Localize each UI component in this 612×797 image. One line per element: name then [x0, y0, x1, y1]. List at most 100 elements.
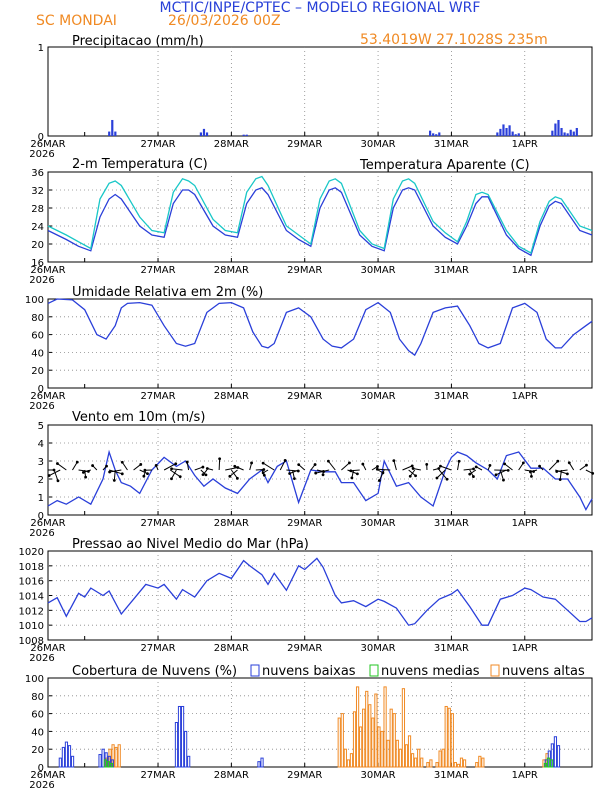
wind-y-label: 4	[38, 439, 44, 450]
temp-y-label: 36	[31, 168, 44, 179]
mid-clouds-legend: nuvens medias	[381, 664, 480, 679]
wind-arrow-head	[502, 479, 505, 482]
wind-x-label: 29MAR	[287, 518, 322, 529]
precip-x-label: 28MAR	[214, 139, 249, 150]
wind-arrow-head	[436, 477, 439, 480]
temp-year-label: 2026	[29, 275, 54, 286]
wind-arrow-head	[327, 460, 330, 463]
precip-bar	[114, 132, 116, 136]
temp-x-label: 29MAR	[287, 265, 322, 276]
mslp-y-label: 1010	[19, 621, 44, 632]
wind-y-label: 5	[38, 421, 44, 432]
precip-bar	[496, 132, 498, 136]
temp-x-label: 27MAR	[140, 265, 175, 276]
rh-y-label: 20	[31, 366, 44, 377]
precip-bar	[432, 133, 434, 136]
precip-bar	[518, 133, 520, 136]
wind-arrow-head	[314, 463, 317, 466]
wind-arrow-head	[144, 469, 147, 472]
precip-bar	[576, 128, 578, 136]
wind-arrow-head	[218, 457, 221, 460]
wind-arrow-head	[414, 474, 417, 477]
precip-y-label: 1	[38, 43, 44, 54]
wind-arrow-head	[105, 465, 108, 468]
wind-arrow-head	[262, 462, 265, 465]
wind-arrow-head	[186, 461, 189, 464]
precip-bar	[554, 124, 556, 136]
clouds-y-label: 80	[31, 692, 44, 703]
precip-bar	[438, 132, 440, 136]
wind-arrow-head	[108, 471, 111, 474]
cloud-cover-title: Cobertura de Nuvens (%)	[72, 664, 237, 679]
precip-x-label: 31MAR	[434, 139, 469, 150]
pressure-title: Pressao ao Nivel Medio do Mar (hPa)	[72, 537, 309, 552]
wind-arrow-head	[472, 475, 475, 478]
wind-arrow-head	[293, 477, 296, 480]
rh-y-label: 60	[31, 331, 44, 342]
mslp-y-label: 1018	[19, 562, 44, 573]
wind-y-label: 0	[38, 511, 44, 522]
precip-bar	[551, 131, 553, 136]
wind-arrow-head	[350, 476, 353, 479]
clouds-x-label: 28MAR	[214, 770, 249, 781]
wind-arrow-head	[76, 461, 79, 464]
mslp-year-label: 2026	[29, 653, 54, 664]
temp-y-label: 20	[31, 240, 44, 251]
clouds-y-label: 60	[31, 710, 44, 721]
mslp-y-label: 1012	[19, 606, 44, 617]
wind-arrow-head	[356, 472, 359, 475]
wind-arrow-head	[236, 477, 239, 480]
precip-bar	[429, 131, 431, 136]
precip-bar	[563, 132, 565, 136]
wind-arrow-head	[57, 479, 60, 482]
wind-arrow-head	[202, 466, 205, 469]
temp-y-label: 28	[31, 204, 44, 215]
wind-arrow-head	[288, 472, 291, 475]
precip-x-label: 30MAR	[360, 139, 395, 150]
precip-bar	[567, 133, 569, 136]
wind-arrow-head	[522, 462, 525, 465]
wind-arrow-head	[378, 479, 381, 482]
low-clouds-legend: nuvens baixas	[262, 664, 356, 679]
wind-arrow-head	[411, 464, 414, 467]
precip-bar	[108, 132, 110, 136]
wind-arrow-head	[446, 478, 449, 481]
clouds-x-label: 27MAR	[140, 770, 175, 781]
mslp-y-label: 1020	[19, 547, 44, 558]
clouds-y-label: 100	[25, 674, 44, 685]
wind-arrow-head	[314, 472, 317, 475]
wind-x-label: 1APR	[512, 518, 538, 529]
rh-x-label: 27MAR	[140, 391, 175, 402]
wind-x-label: 27MAR	[140, 518, 175, 529]
precip-bar	[206, 132, 208, 136]
wind-x-label: 31MAR	[434, 518, 469, 529]
wind-y-label: 1	[38, 493, 44, 504]
wind-arrow-head	[139, 463, 142, 466]
mslp-y-label: 1008	[19, 636, 44, 647]
rh-y-label: 100	[25, 295, 44, 306]
precip-x-label: 27MAR	[140, 139, 175, 150]
wind-arrow-head	[393, 459, 396, 462]
rh-x-label: 1APR	[512, 391, 538, 402]
precip-bar	[111, 120, 113, 136]
wind-y-label: 2	[38, 475, 44, 486]
precip-x-label: 1APR	[512, 139, 538, 150]
mslp-x-label: 1APR	[512, 643, 538, 654]
wind-arrow-head	[91, 464, 94, 467]
wind-arrow-head	[170, 467, 173, 470]
precip-x-label: 29MAR	[287, 139, 322, 150]
wind-x-label: 28MAR	[214, 518, 249, 529]
mslp-x-label: 29MAR	[287, 643, 322, 654]
wind-arrow-head	[322, 473, 325, 476]
clouds-x-label: 29MAR	[287, 770, 322, 781]
wind-arrow-head	[472, 467, 475, 470]
clouds-x-label: 31MAR	[434, 770, 469, 781]
wind-arrow-head	[555, 470, 558, 473]
precip-y-label: 0	[38, 132, 44, 143]
precip-bar	[570, 130, 572, 136]
precip-bar	[243, 135, 245, 136]
precip-bar	[560, 128, 562, 136]
humidity-title: Umidade Relativa em 2m (%)	[72, 285, 263, 300]
temperature-title: 2-m Temperatura (C)	[72, 157, 208, 172]
